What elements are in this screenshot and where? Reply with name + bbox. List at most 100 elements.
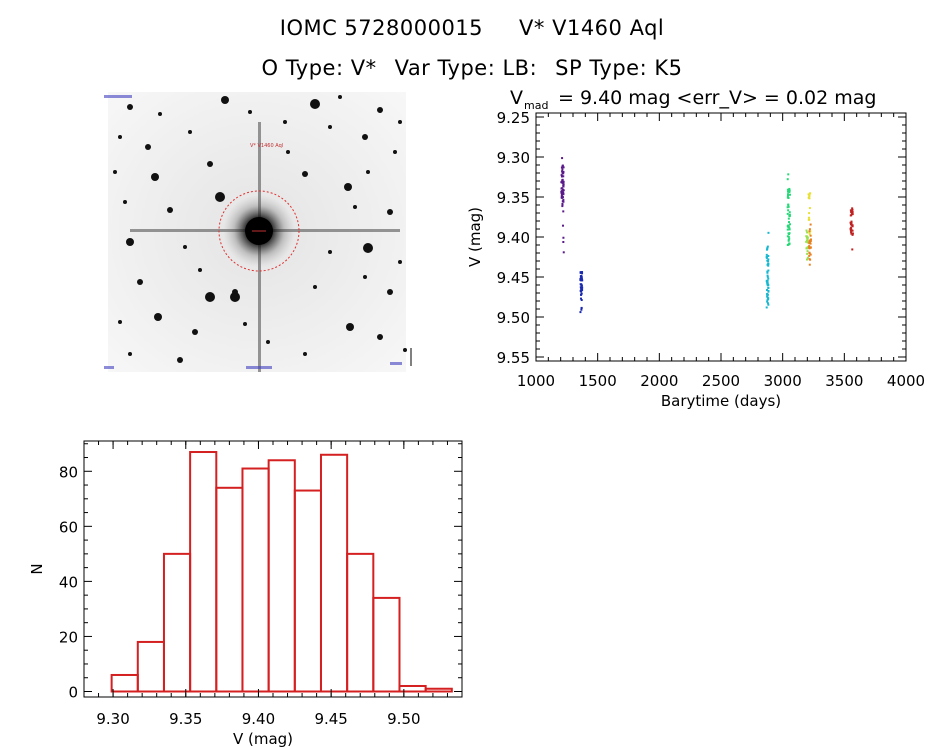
data-point bbox=[766, 299, 769, 302]
y-axis-label: V (mag) bbox=[466, 207, 484, 267]
data-point bbox=[808, 212, 811, 215]
corner-annotation-top-left bbox=[104, 95, 132, 98]
data-point bbox=[787, 193, 790, 196]
data-point bbox=[765, 255, 768, 258]
histogram-bar bbox=[162, 552, 192, 693]
histogram-bar bbox=[293, 489, 322, 693]
data-point bbox=[786, 224, 789, 227]
data-point bbox=[580, 278, 583, 281]
data-point bbox=[805, 239, 808, 242]
data-point bbox=[579, 279, 582, 282]
data-point bbox=[809, 258, 812, 261]
data-point bbox=[806, 239, 809, 242]
histogram-bar bbox=[398, 684, 427, 693]
data-point bbox=[562, 184, 565, 187]
data-point bbox=[580, 287, 583, 290]
data-point bbox=[580, 286, 583, 289]
data-point bbox=[808, 218, 811, 221]
data-point bbox=[807, 216, 810, 219]
data-point bbox=[766, 248, 769, 251]
data-point bbox=[851, 229, 854, 232]
data-point bbox=[580, 279, 583, 282]
data-point bbox=[560, 174, 563, 177]
data-point bbox=[765, 256, 768, 259]
data-point bbox=[580, 289, 583, 292]
data-point bbox=[560, 190, 563, 193]
data-point bbox=[579, 271, 582, 274]
data-point bbox=[767, 262, 770, 265]
data-point bbox=[580, 274, 583, 277]
data-point bbox=[806, 236, 809, 239]
data-point bbox=[808, 233, 811, 236]
data-point bbox=[850, 224, 853, 227]
data-point bbox=[809, 230, 812, 233]
data-point bbox=[806, 258, 809, 261]
hist-x-axis-label: V (mag) bbox=[233, 730, 293, 747]
data-point bbox=[809, 234, 812, 237]
y-tick-label: 9.35 bbox=[497, 189, 530, 207]
field-star bbox=[123, 200, 127, 204]
data-point bbox=[806, 236, 809, 239]
field-star bbox=[192, 329, 198, 335]
data-point bbox=[788, 189, 791, 192]
field-star bbox=[183, 245, 187, 249]
data-point bbox=[788, 214, 791, 217]
data-point bbox=[788, 211, 791, 214]
data-point bbox=[579, 275, 582, 278]
data-point bbox=[807, 193, 810, 196]
data-point bbox=[850, 226, 853, 229]
data-point bbox=[808, 252, 811, 255]
histogram-bar bbox=[372, 596, 401, 693]
data-point bbox=[561, 170, 564, 173]
x-tick-label: 2500 bbox=[702, 372, 740, 390]
data-point bbox=[809, 242, 812, 245]
data-point bbox=[788, 190, 791, 193]
data-point bbox=[765, 279, 768, 282]
data-point bbox=[805, 240, 808, 243]
field-star bbox=[137, 279, 143, 285]
data-point bbox=[850, 210, 853, 213]
data-point bbox=[788, 191, 791, 194]
x-tick-label: 3000 bbox=[764, 372, 802, 390]
data-point bbox=[851, 248, 854, 251]
histogram-bar bbox=[136, 640, 165, 693]
data-point bbox=[580, 284, 583, 287]
y-tick-label: 9.55 bbox=[497, 349, 530, 367]
y-tick-label: 9.25 bbox=[497, 109, 530, 127]
data-point bbox=[561, 196, 564, 199]
data-point bbox=[766, 294, 769, 297]
data-point bbox=[560, 181, 563, 184]
data-point bbox=[562, 188, 565, 191]
field-star bbox=[344, 183, 352, 191]
field-star bbox=[128, 352, 132, 356]
data-point bbox=[580, 276, 583, 279]
data-point bbox=[851, 232, 854, 235]
data-point bbox=[808, 194, 811, 197]
data-point bbox=[580, 276, 583, 279]
field-star bbox=[353, 205, 357, 209]
data-point bbox=[788, 232, 791, 235]
data-point bbox=[788, 213, 791, 216]
hist-x-tick-label: 9.40 bbox=[242, 710, 275, 728]
data-point bbox=[765, 248, 768, 251]
data-point bbox=[808, 231, 811, 234]
field-star bbox=[303, 352, 307, 356]
data-point bbox=[788, 189, 791, 192]
histogram-bar bbox=[424, 687, 453, 693]
field-star bbox=[328, 250, 332, 254]
data-point bbox=[808, 263, 811, 266]
data-point bbox=[561, 224, 564, 227]
data-point bbox=[787, 189, 790, 192]
data-point bbox=[562, 185, 565, 188]
data-point bbox=[786, 228, 789, 231]
data-point bbox=[808, 245, 811, 248]
data-point bbox=[562, 183, 565, 186]
data-point bbox=[851, 210, 854, 213]
data-point bbox=[789, 223, 792, 226]
data-point bbox=[580, 288, 583, 291]
histogram-bar bbox=[267, 459, 296, 693]
data-point bbox=[580, 299, 583, 302]
data-point bbox=[560, 196, 563, 199]
light-curve-plot: 1000 1500 2000 2500 3000 3500 4000 9.25 9.30 9.35… bbox=[466, 109, 925, 410]
histogram-bar bbox=[346, 552, 375, 693]
